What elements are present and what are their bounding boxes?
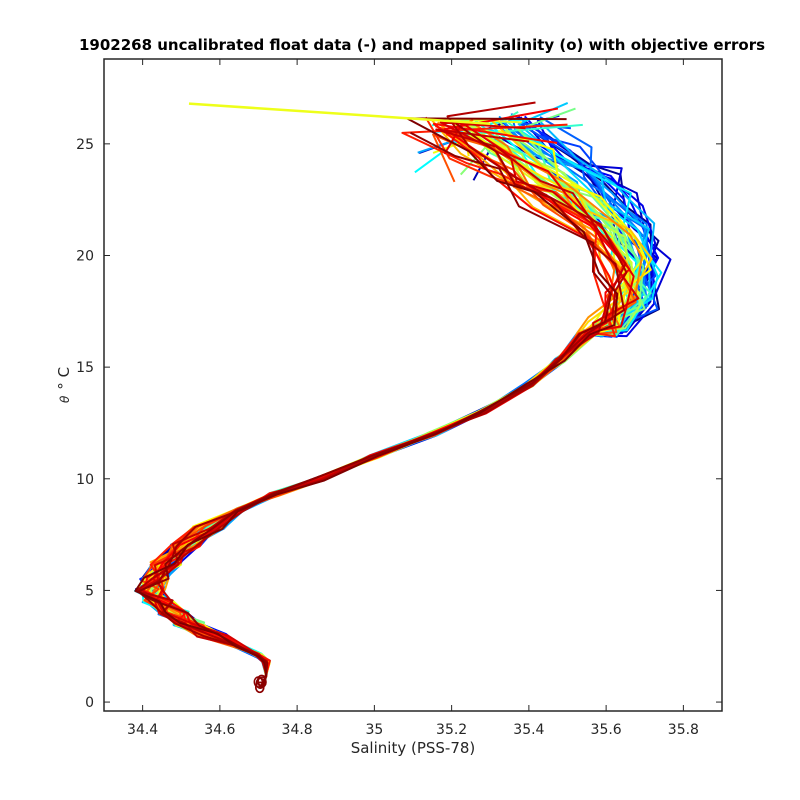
outlier-profile-line [188,102,491,126]
plot-area [104,59,722,711]
y-tick-label: 25 [76,137,94,153]
x-tick-label: 34.4 [127,722,158,738]
x-tick-label: 35.4 [513,722,544,738]
x-tick-label: 34.8 [282,722,313,738]
series-layer [134,101,672,694]
y-tick-label: 5 [85,583,94,599]
svg-text:θ° C: θ ° C [55,367,73,403]
mapped-salinity-marker [254,681,265,693]
y-tick-label: 20 [76,248,94,264]
plot-frame [103,58,723,712]
profile-line [134,117,619,688]
y-tick-label: 10 [76,472,94,488]
y-axis-label-unit: ° C [55,367,73,390]
y-axis-label-symbol: θ [58,395,72,403]
y-tick-label: 0 [85,695,94,711]
x-axis: 34.4 34.6 34.8 35 35.2 35.4 35.6 35.8 [127,59,699,738]
x-tick-label: 35.8 [668,722,699,738]
x-axis-label: Salinity (PSS-78) [351,739,476,757]
y-tick-label: 15 [76,360,94,376]
y-axis-label: θ ° C [55,367,73,403]
x-tick-label: 35.2 [436,722,467,738]
x-tick-label: 34.6 [204,722,235,738]
y-axis: 0 5 10 15 20 25 [76,137,722,711]
x-tick-label: 35.6 [591,722,622,738]
x-tick-label: 35 [365,722,383,738]
chart-title: 1902268 uncalibrated float data (-) and … [79,36,765,54]
